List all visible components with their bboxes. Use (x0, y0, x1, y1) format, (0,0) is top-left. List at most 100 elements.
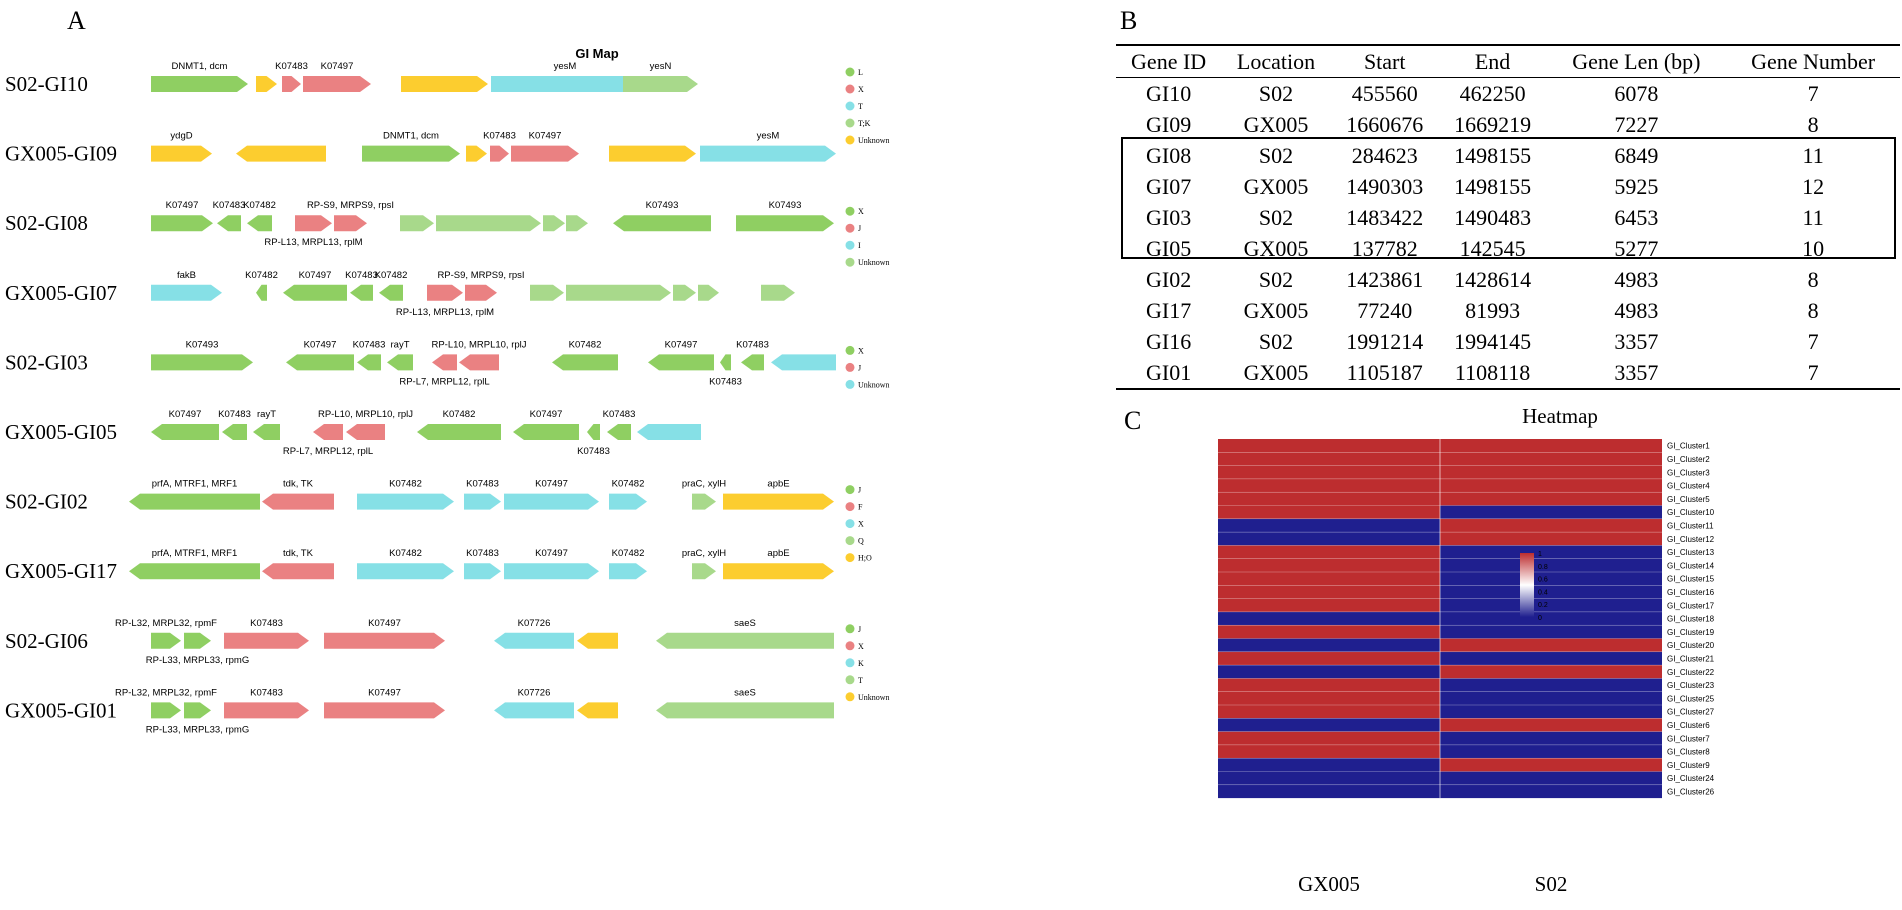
colorbar-tick: 0.4 (1538, 589, 1548, 596)
gene-arrow (513, 424, 579, 440)
gene-arrow (222, 424, 247, 440)
gene-map: GI Map S02-GI10 DNMT1, dcm K07483 K07497 yes… (5, 46, 890, 735)
highlight-box (1121, 137, 1896, 259)
table-cell: 1108118 (1454, 359, 1531, 385)
gene-arrow (151, 702, 181, 719)
gene-label: RP-L13, MRPL13, rplM (264, 237, 362, 248)
gene-arrow (609, 563, 647, 580)
gene-label: K07482 (243, 200, 276, 211)
table-row: GI17 GX005 77240 81993 4983 8 (1116, 295, 1900, 326)
legend-label: T;K (858, 119, 871, 128)
gene-label: K07726 (518, 687, 551, 698)
gene-arrow (401, 76, 488, 92)
gene-arrow (129, 563, 260, 580)
heatmap-cell (1218, 558, 1440, 572)
gene-label: K07493 (186, 339, 219, 350)
table-header-cell: Gene Number (1751, 48, 1876, 74)
table-cell: 11 (1802, 142, 1824, 168)
legend-label: J (858, 486, 861, 495)
table-body: GI10 S02 455560 462250 6078 7 GI09 GX005 1660676… (1116, 78, 1900, 389)
heatmap-row-label: GI_Cluster22 (1667, 668, 1715, 677)
heatmap: Heatmap GI_Cluster1 GI_Cluster2 GI_Cluster… (1218, 404, 1715, 896)
heatmap-cell (1440, 532, 1662, 546)
table-cell: 1991214 (1346, 328, 1424, 354)
gene-label: K07497 (535, 548, 568, 559)
heatmap-cell (1440, 598, 1662, 612)
table-cell: GX005 (1243, 359, 1309, 385)
legend-label: F (858, 503, 863, 512)
gene-arrow (761, 284, 795, 301)
heatmap-cell (1440, 744, 1662, 759)
gene-arrow (504, 493, 599, 510)
table-cell: 6849 (1614, 142, 1659, 168)
heatmap-cell (1440, 478, 1662, 493)
gene-arrow (436, 215, 541, 232)
table-cell: 5925 (1614, 173, 1659, 199)
table-cell: GI05 (1146, 235, 1192, 261)
table-cell: 12 (1802, 173, 1825, 199)
gene-label: K07483 (353, 339, 386, 350)
heatmap-cell (1440, 465, 1662, 479)
gene-label: K07483 (466, 479, 499, 490)
legend-dot (845, 502, 855, 512)
gene-label: K07482 (612, 548, 645, 559)
legend-label: X (858, 207, 864, 216)
gene-arrow (648, 354, 714, 371)
gene-arrow (771, 354, 836, 371)
gene-label: K07497 (169, 409, 202, 420)
heatmap-cell (1218, 731, 1440, 745)
heatmap-row-label: GI_Cluster14 (1667, 561, 1715, 570)
legend-dot (845, 658, 855, 668)
gene-arrow (637, 424, 701, 440)
gi-row-label: GX005-GI17 (5, 559, 117, 583)
panel-b-label: B (1120, 6, 1138, 35)
gene-label: K07497 (304, 339, 337, 350)
table-cell: 1498155 (1454, 142, 1532, 168)
gene-arrow (432, 354, 457, 371)
table-cell: 4983 (1614, 266, 1659, 292)
gene-arrow (151, 284, 222, 301)
gene-label: RP-L7, MRPL12, rplL (399, 376, 489, 387)
gene-label: K07726 (518, 618, 551, 629)
table-row: GI03 S02 1483422 1490483 6453 11 (1116, 202, 1900, 233)
heatmap-row-label: GI_Cluster4 (1667, 482, 1710, 491)
heatmap-cell (1218, 784, 1440, 799)
gene-label: RP-L33, MRPL33, rpmG (146, 724, 249, 735)
heatmap-row-label: GI_Cluster25 (1667, 694, 1715, 703)
heatmap-row-label: GI_Cluster8 (1667, 748, 1710, 757)
legend-dot (845, 379, 855, 389)
table-cell: 11 (1802, 204, 1824, 230)
gene-arrow (217, 215, 241, 232)
gene-arrow (303, 76, 371, 92)
table-cell: GI16 (1146, 328, 1192, 354)
heatmap-row-label: GI_Cluster16 (1667, 588, 1715, 597)
gene-arrow (151, 76, 248, 92)
gene-arrow (464, 563, 501, 580)
gene-label: praC, xylH (682, 548, 726, 559)
heatmap-row-label: GI_Cluster27 (1667, 708, 1715, 717)
gene-arrow (494, 632, 574, 649)
gene-arrow (151, 632, 181, 649)
heatmap-cell (1440, 505, 1662, 519)
gene-label: tdk, TK (283, 548, 314, 559)
gene-label: yesN (650, 61, 672, 72)
table-row: GI01 GX005 1105187 1108118 3357 7 (1116, 357, 1900, 389)
heatmap-row-label: GI_Cluster23 (1667, 681, 1715, 690)
legend-label: I (858, 241, 861, 250)
panel-a-label: A (67, 6, 86, 35)
heatmap-cell (1218, 651, 1440, 666)
table-header-cell: Location (1236, 48, 1316, 74)
heatmap-cell (1440, 625, 1662, 639)
table-cell: 8 (1807, 111, 1819, 137)
legend-dot (845, 553, 855, 563)
legend-label: T (858, 102, 863, 111)
table-cell: GX005 (1243, 235, 1309, 261)
gene-arrow (566, 215, 588, 232)
table-row: GI02 S02 1423861 1428614 4983 8 (1116, 264, 1900, 295)
gene-arrow (491, 76, 639, 92)
table-row: GI07 GX005 1490303 1498155 5925 12 (1116, 171, 1900, 202)
gene-label: saeS (734, 618, 756, 629)
heatmap-cell (1440, 771, 1662, 785)
table-cell: 462250 (1459, 80, 1526, 106)
table-cell: 3357 (1614, 328, 1659, 354)
